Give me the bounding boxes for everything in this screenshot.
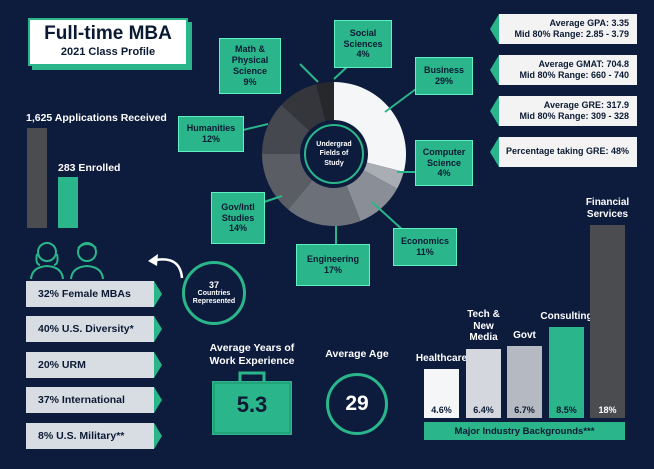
average-age-circle: 29 [326,373,388,435]
industry-bar-label: Consulting [540,310,593,322]
work-experience-label: Average Years of Work Experience [209,342,295,368]
us-diversity-stat: 40% U.S. Diversity* [26,316,154,342]
pie-slice-computer-science [363,162,404,189]
pie-label-math-physical-science: Math & Physical Science 9% [219,38,281,94]
slice-value: 29% [434,76,453,86]
industry-bar-label: Tech & New Media [467,309,500,344]
female-person-icon [30,242,64,280]
arrow-left-icon [490,137,499,167]
gre-percentage: Percentage taking GRE: 48% [505,146,629,157]
page-subtitle: 2021 Class Profile [60,46,156,58]
gre-percentage-box: Percentage taking GRE: 48% [499,137,637,167]
title-banner: Full-time MBA 2021 Class Profile [28,18,188,66]
arrow-right-icon [154,352,162,378]
slice-value: 11% [416,247,434,257]
enrolled-label: 283 Enrolled [58,162,121,174]
industry-bar-value: 8.5% [556,404,577,415]
pie-center-circle: Undergrad Fields of Study [304,124,364,184]
slice-label: Economics [400,236,449,247]
slice-label: Computer Science [422,146,466,168]
gre-range: Mid 80% Range: 309 - 328 [519,111,629,121]
industry-bar-value: 6.4% [473,404,494,415]
pie-label-humanities: Humanities 12% [178,116,244,152]
slice-label: Business [423,65,465,76]
industry-bar-label: Healthcare [415,352,468,364]
gmat-average: Average GMAT: 704.8 [538,58,629,69]
pie-label-business: Business 29% [415,57,473,95]
slice-value: 12% [201,134,220,144]
countries-circle: 37 Countries Represented [182,261,246,325]
pie-label-engineering: Engineering 17% [296,244,370,286]
arrow-left-icon [490,96,499,126]
pie-slice-social-sciences [316,82,334,122]
male-person-icon [70,242,104,280]
arrow-right-icon [154,316,162,342]
arrow-right-icon [154,281,162,307]
page-title: Full-time MBA [44,23,172,44]
gpa-stat-box: Average GPA: 3.35 Mid 80% Range: 2.85 - … [499,14,637,44]
industry-bar: 4.6% [424,368,459,418]
industry-bar-value: 18% [598,405,617,415]
industry-bar-value: 6.7% [514,404,535,415]
gpa-range: Mid 80% Range: 2.85 - 3.79 [514,29,629,39]
slice-value: 4% [356,49,370,60]
industry-bar: 18% [590,225,625,418]
industry-bar: 6.4% [466,349,501,418]
briefcase-icon [212,371,292,435]
pie-center-label: Undergrad Fields of Study [316,141,352,167]
curved-arrow-icon [148,254,184,279]
pie-label-computer-science: Computer Science 4% [415,140,473,186]
industry-bar-value: 4.6% [431,404,452,415]
average-age-value: 29 [345,392,369,415]
slice-label: Humanities [186,123,236,134]
industry-bar: 6.7% [507,346,542,418]
slice-label: Math & Physical Science [231,44,269,76]
pie-slice-economics [346,170,398,221]
arrow-left-icon [490,55,499,85]
gpa-average: Average GPA: 3.35 [549,17,629,28]
gre-average: Average GRE: 317.9 [543,99,629,110]
industry-chart-footer-label: Major Industry Backgrounds*** [454,425,595,437]
pie-slice-gov-intl-studies [262,154,313,210]
slice-label: Engineering [306,254,359,265]
slice-label: Social Sciences [343,27,383,49]
pie-slice-business [334,82,406,172]
pie-label-economics: Economics 11% [393,228,457,266]
pie-slice-engineering [288,180,361,227]
arrow-left-icon [490,14,499,44]
industry-bar-label: Financial Services [585,197,630,220]
arrow-right-icon [154,387,162,413]
pie-slice-math-physical-science [281,84,326,131]
undergrad-fields-pie-chart [262,82,406,227]
arrow-right-icon [154,423,162,449]
slice-label: Gov/Intl Studies [221,201,255,223]
slice-value: 14% [228,223,247,234]
pie-label-gov-intl-studies: Gov/Intl Studies 14% [211,192,265,244]
average-age-label: Average Age [325,348,389,360]
international-stat: 37% International [26,387,154,413]
industry-chart-footer: Major Industry Backgrounds*** [424,422,625,440]
applications-received-label: 1,625 Applications Received [26,112,167,124]
gmat-range: Mid 80% Range: 660 - 740 [519,70,629,80]
slice-value: 9% [243,76,257,87]
pie-label-social-sciences: Social Sciences 4% [334,20,392,68]
countries-number: 37 [208,279,219,290]
work-experience-value: 5.3 [236,392,268,417]
applications-received-bar [27,128,47,228]
urm-stat: 20% URM [26,352,154,378]
us-military-stat: 8% U.S. Military** [26,423,154,449]
female-mbas-stat: 32% Female MBAs [26,281,154,307]
industry-bar-label: Govt [513,330,536,342]
slice-value: 17% [323,265,342,275]
industry-bar: 8.5% [549,326,584,418]
pie-slice-humanities [262,104,310,154]
countries-label: Countries Represented [192,289,236,305]
gmat-stat-box: Average GMAT: 704.8 Mid 80% Range: 660 -… [499,55,637,85]
slice-value: 4% [437,168,451,179]
enrolled-bar [58,177,78,228]
gre-stat-box: Average GRE: 317.9 Mid 80% Range: 309 - … [499,96,637,126]
